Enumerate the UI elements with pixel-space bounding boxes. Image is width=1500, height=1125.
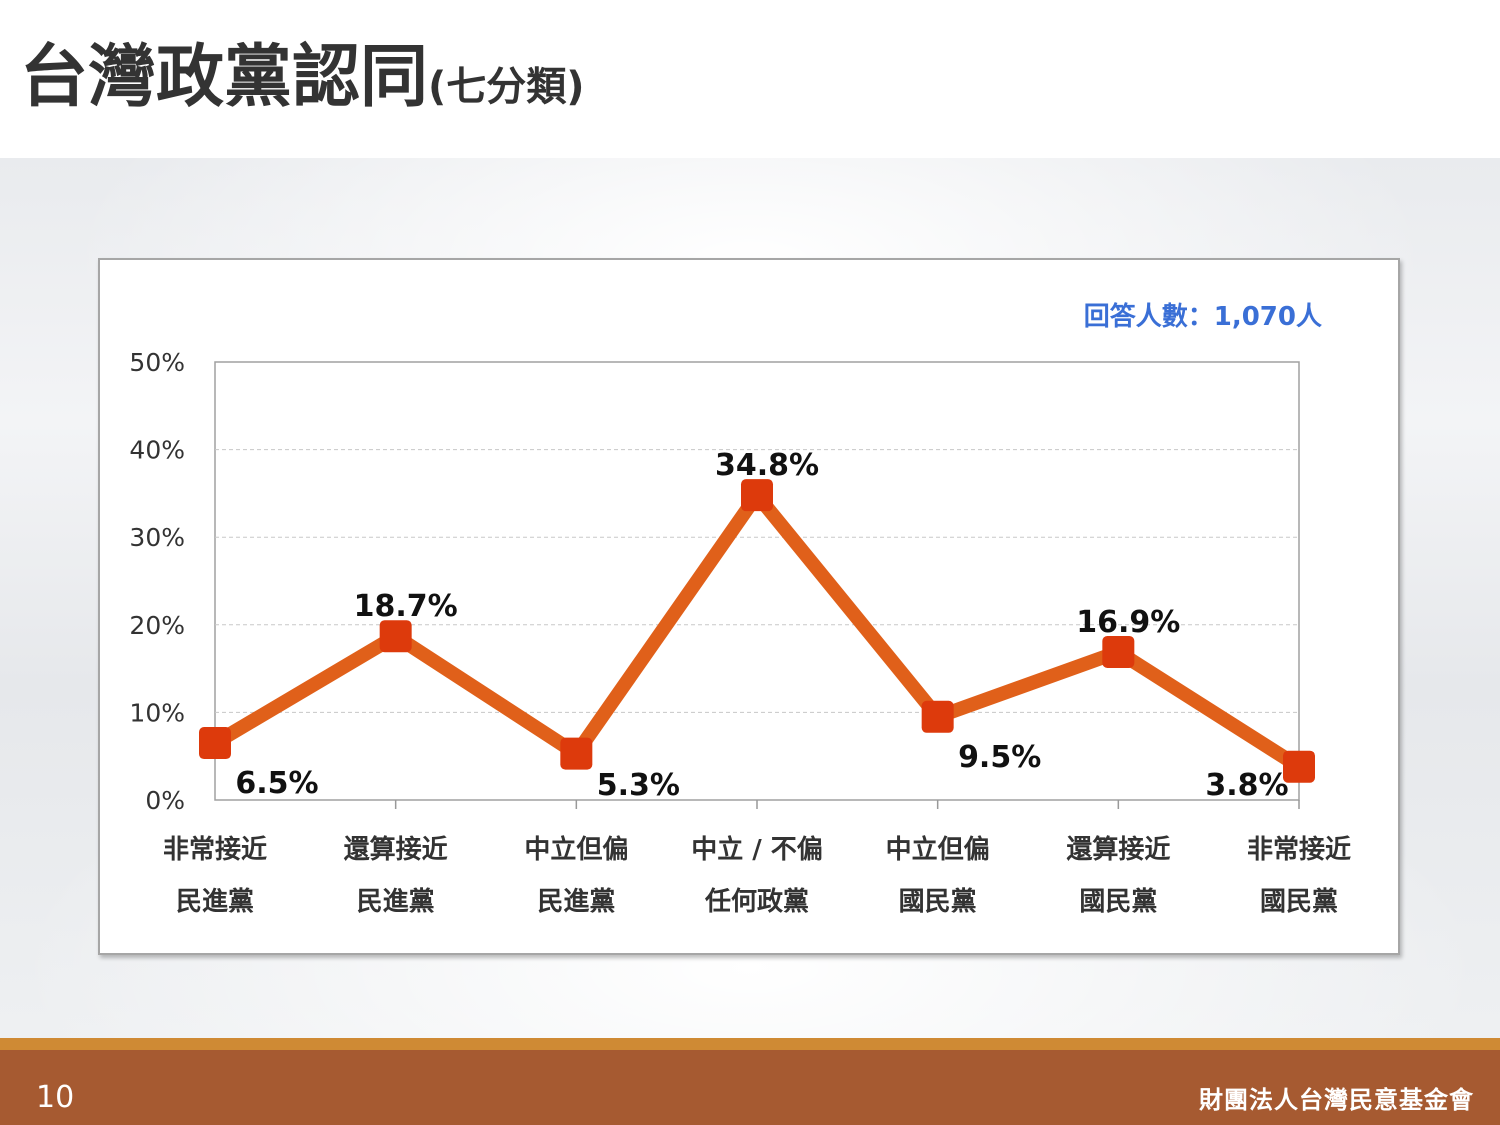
category-label: 非常接近 [163, 835, 267, 865]
chart-frame: 0% 10% 20% 30% 40% 50% 非常接近民進黨 還算接近民進黨 中立但偏民進黨 中立… [98, 258, 1400, 955]
y-tick-label: 20% [129, 611, 185, 640]
category-label: 中立但偏 [886, 834, 990, 865]
slide-title-main: 台灣政黨認同 [20, 38, 429, 117]
y-tick-label: 10% [129, 698, 185, 727]
category-label: 非常接近 [1247, 835, 1351, 865]
data-label: 6.5% [235, 766, 318, 801]
plot-area [214, 361, 1300, 801]
y-tick-label: 0% [145, 786, 185, 815]
category-label: 民進黨 [537, 887, 615, 917]
data-label: 3.8% [1205, 768, 1288, 803]
y-tick-label: 50% [129, 348, 185, 377]
data-point [741, 479, 773, 512]
category-label: 國民黨 [899, 887, 977, 917]
data-label: 34.8% [715, 448, 819, 483]
slide-title: 台灣政黨認同(七分類) [20, 38, 585, 127]
title-bar: 台灣政黨認同(七分類) [0, 0, 1500, 158]
footer-bar: 10 財團法人台灣民意基金會 [0, 1038, 1500, 1125]
organization-name: 財團法人台灣民意基金會 [1199, 1086, 1474, 1114]
category-label: 中立 / 不偏 [691, 834, 823, 865]
category-label: 民進黨 [357, 887, 435, 917]
data-label: 5.3% [597, 768, 680, 803]
data-label: 16.9% [1076, 605, 1180, 640]
category-label: 國民黨 [1260, 887, 1338, 917]
respondent-count: 回答人數：1,070人 [1084, 301, 1322, 332]
category-label: 國民黨 [1079, 887, 1157, 917]
data-point [379, 620, 412, 653]
category-label: 任何政黨 [704, 886, 809, 917]
data-point [199, 727, 231, 760]
data-point [560, 737, 593, 770]
data-label: 9.5% [958, 740, 1041, 775]
page-number: 10 [36, 1080, 75, 1115]
category-label: 還算接近 [344, 834, 448, 865]
data-point [921, 700, 954, 733]
category-label: 還算接近 [1066, 834, 1170, 865]
category-label: 中立但偏 [524, 834, 628, 865]
category-label: 民進黨 [176, 887, 254, 917]
data-point [1283, 750, 1315, 783]
y-tick-label: 40% [129, 436, 185, 465]
slide-title-sub: (七分類) [428, 64, 585, 110]
y-tick-label: 30% [129, 523, 185, 552]
data-point [1102, 635, 1135, 668]
data-label: 18.7% [354, 589, 458, 624]
